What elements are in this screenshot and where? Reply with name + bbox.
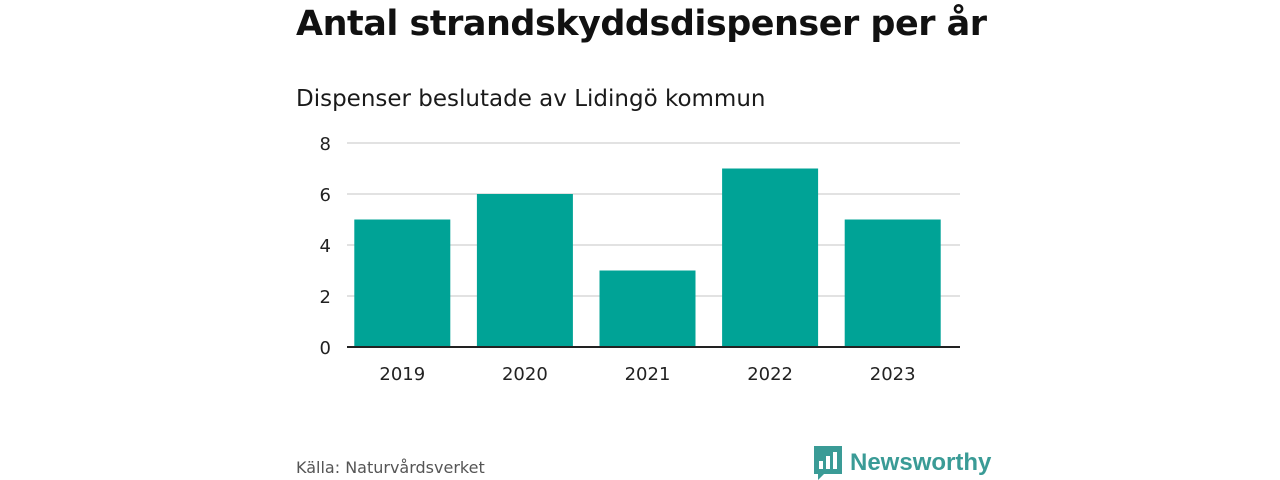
x-tick-label-2022: 2022 — [747, 364, 793, 385]
bar-series — [354, 168, 941, 347]
bar-2023 — [844, 219, 941, 347]
brand-name: Newsworthy — [850, 449, 992, 476]
x-tick-label-2021: 2021 — [625, 364, 671, 385]
y-tick-label-4: 4 — [320, 236, 331, 257]
brand-logo: Newsworthy — [814, 446, 991, 480]
source-note: Källa: Naturvårdsverket — [296, 458, 485, 477]
y-axis-ticks: 0 2 4 6 8 — [320, 134, 331, 359]
y-tick-label-6: 6 — [320, 185, 331, 206]
x-tick-label-2023: 2023 — [870, 364, 916, 385]
bar-2021 — [599, 270, 696, 347]
bar-2019 — [354, 219, 451, 347]
bar-chart: 0 2 4 6 8 2019 2020 2021 2022 2023 — [320, 134, 960, 385]
newsworthy-logo-icon — [814, 446, 842, 480]
x-axis-ticks: 2019 2020 2021 2022 2023 — [379, 364, 915, 385]
chart-title: Antal strandskyddsdispenser per år — [296, 4, 987, 44]
y-tick-label-0: 0 — [320, 338, 331, 359]
x-tick-label-2019: 2019 — [379, 364, 425, 385]
chart-subtitle: Dispenser beslutade av Lidingö kommun — [296, 86, 766, 112]
y-tick-label-8: 8 — [320, 134, 331, 155]
x-tick-label-2020: 2020 — [502, 364, 548, 385]
bar-2022 — [722, 168, 819, 347]
bar-2020 — [476, 194, 573, 347]
y-tick-label-2: 2 — [320, 287, 331, 308]
